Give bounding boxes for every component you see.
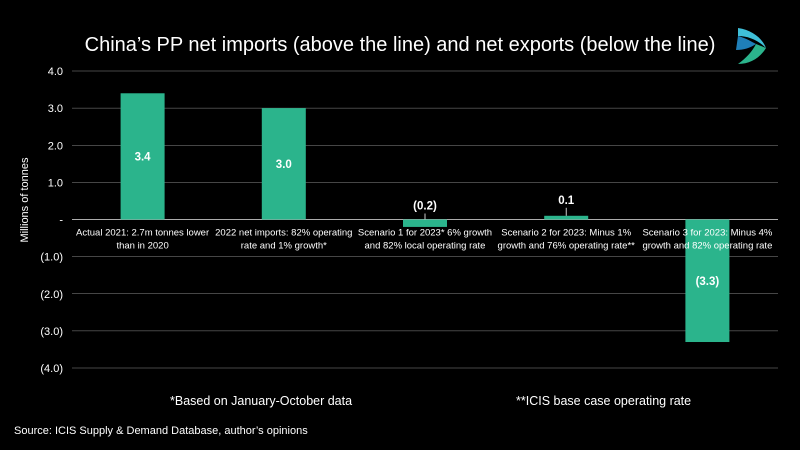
bar	[544, 215, 589, 220]
y-tick-label: (2.0)	[40, 289, 63, 301]
y-tick-label: (1.0)	[40, 252, 63, 264]
bar	[685, 219, 730, 343]
y-tick-label: 1.0	[48, 177, 63, 189]
data-label: 3.4	[135, 151, 152, 163]
x-category-label: Actual 2021: 2.7m tonnes lower than in 20…	[76, 228, 209, 252]
x-category-label: 2022 net imports: 82% operating rate and …	[215, 228, 352, 252]
data-label: (3.3)	[696, 276, 720, 288]
y-tick-label: (4.0)	[40, 363, 63, 375]
x-category-label: Scenario 1 for 2023* 6% growth and 82% lo…	[358, 228, 492, 252]
y-tick-label: (3.0)	[40, 326, 63, 338]
x-axis-category-labels: Actual 2021: 2.7m tonnes lower than in 20…	[76, 228, 773, 252]
y-tick-label: 3.0	[48, 103, 63, 115]
data-label: 0.1	[558, 195, 575, 207]
x-category-label: Scenario 2 for 2023: Minus 1% growth and …	[498, 228, 636, 252]
data-labels: 3.4 3.0 (0.2) 0.1 (3.3)	[135, 151, 720, 287]
gridlines	[72, 70, 778, 369]
data-label: 3.0	[276, 159, 292, 171]
bar	[261, 108, 306, 220]
x-category-label: Scenario 3 for 2023: Minus 4% growth and …	[642, 228, 772, 252]
y-tick-label: -	[59, 215, 63, 227]
icis-logo-icon	[736, 28, 766, 64]
source-note: Source: ICIS Supply & Demand Database, a…	[14, 425, 308, 437]
bar	[120, 93, 165, 220]
data-label: (0.2)	[413, 201, 437, 213]
chart-title: China’s PP net imports (above the line) …	[84, 34, 716, 56]
y-axis-tick-labels: 4.0 3.0 2.0 1.0 - (1.0) (2.0) (3.0) (4.0)	[40, 66, 63, 375]
bars	[120, 93, 730, 343]
y-axis-label: Millions of tonnes	[19, 157, 31, 242]
footnote-icis-base-case: **ICIS base case operating rate	[516, 394, 692, 408]
y-tick-label: 2.0	[48, 140, 63, 152]
footnote-january-october: *Based on January-October data	[170, 394, 353, 408]
bar	[403, 219, 447, 227]
y-tick-label: 4.0	[48, 66, 63, 78]
